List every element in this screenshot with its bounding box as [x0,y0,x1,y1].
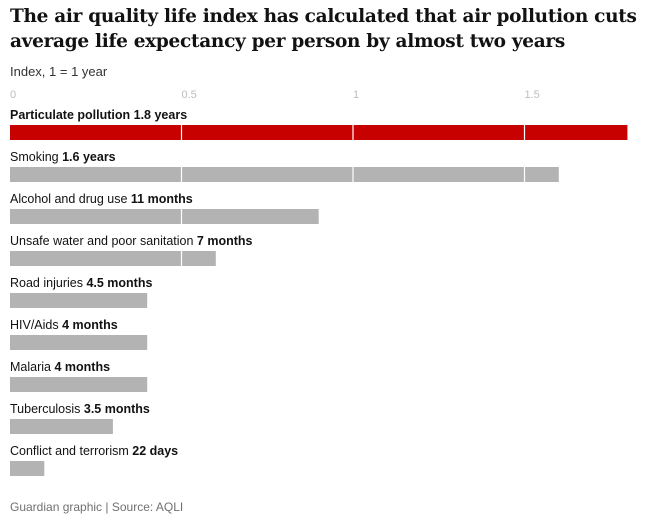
bar-label: Tuberculosis 3.5 months [10,402,150,416]
bar-label: Particulate pollution 1.8 years [10,108,187,122]
x-tick-label: 0.5 [182,89,197,101]
bar [10,377,148,392]
bar [10,209,319,224]
bar [10,251,216,266]
x-tick-label: 1 [353,89,359,101]
bar-label: Smoking 1.6 years [10,150,116,164]
bar-label: Alcohol and drug use 11 months [10,192,193,206]
bar [10,125,628,140]
bar-label: HIV/Aids 4 months [10,318,118,332]
bar [10,167,559,182]
chart-title: The air quality life index has calculate… [10,6,637,52]
bar [10,461,45,476]
bar [10,293,148,308]
x-tick-label: 0 [10,89,16,101]
bar-label: Road injuries 4.5 months [10,276,152,290]
source-footer: Guardian graphic | Source: AQLI [10,500,184,514]
chart-subtitle: Index, 1 = 1 year [10,64,108,79]
bar [10,335,148,350]
bar [10,419,113,434]
bar-label: Malaria 4 months [10,360,110,374]
x-tick-label: 1.5 [525,89,540,101]
bar-label: Conflict and terrorism 22 days [10,444,178,458]
bar-label: Unsafe water and poor sanitation 7 month… [10,234,253,248]
